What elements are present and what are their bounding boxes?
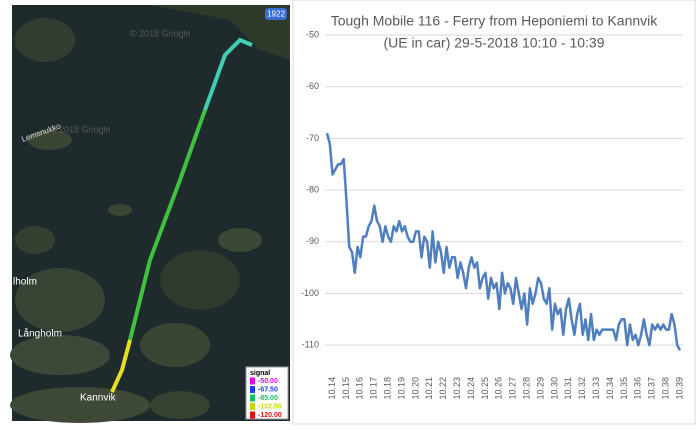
island [10,335,110,375]
y-tick-label: -50 [306,29,319,39]
map: 1922 Långholm Kannvik lholm Lemsnukko © … [10,5,290,423]
x-tick-label: 10.25 [480,377,490,400]
y-tick-label: -80 [306,184,319,194]
watermark: © 2018 Google [130,28,191,38]
place-label: Kannvik [80,393,117,404]
x-tick-label: 10.17 [369,377,379,400]
x-tick-label: 10.37 [647,377,657,400]
legend-label: -85.00 [258,395,278,402]
x-tick-label: 10.30 [549,377,559,400]
legend-swatch [250,386,255,393]
legend-title: signal [250,370,270,377]
x-tick-label: 10.38 [660,377,670,400]
legend-swatch [250,403,255,410]
island [150,391,210,419]
island [140,323,210,367]
legend-swatch [250,412,255,419]
x-tick-label: 10.29 [535,377,545,400]
x-tick-label: 10.32 [577,377,587,400]
chart-area [293,0,695,424]
x-tick-label: 10.27 [508,377,518,400]
place-label: Långholm [18,328,62,340]
y-tick-label: -110 [302,340,319,350]
x-tick-label: 10.22 [438,377,448,400]
legend-label: -67.50 [258,386,278,393]
legend: -50.00-67.50 -85.00-102.50 -120.00 [250,378,282,419]
island [218,228,262,252]
legend-swatch [250,395,255,402]
y-tick-label: -70 [306,133,319,143]
place-label: lholm [13,277,37,288]
road-badge-label: 1922 [267,10,285,19]
legend-label: -50.00 [258,378,278,385]
x-tick-label: 10.26 [494,377,504,400]
x-tick-label: 10.18 [383,377,393,400]
island [108,204,132,216]
x-tick-label: 10.34 [605,377,615,400]
x-tick-label: 10.35 [619,377,629,400]
x-tick-label: 10.24 [466,377,476,400]
x-tick-label: 10.19 [396,377,406,400]
legend-swatch [250,378,255,385]
x-tick-label: 10.39 [674,377,684,400]
x-tick-label: 10.16 [355,377,365,400]
chart-title: (UE in car) 29-5-2018 10:10 - 10:39 [383,35,604,51]
x-tick-label: 10.28 [522,377,532,400]
x-tick-label: 10.21 [424,377,434,400]
legend-label: -120.00 [258,412,282,419]
x-tick-label: 10.31 [563,377,573,400]
watermark: © 2018 Google [50,124,111,134]
x-tick-label: 10.33 [591,377,601,400]
island [15,226,55,254]
x-tick-label: 10.15 [341,377,351,400]
y-tick-label: -100 [301,288,319,298]
y-tick-label: -90 [306,236,319,246]
x-tick-label: 10.36 [633,377,643,400]
x-tick-label: 10.23 [452,377,462,400]
page: 1922 Långholm Kannvik lholm Lemsnukko © … [0,0,696,425]
island [160,250,240,310]
chart-title: Tough Mobile 116 - Ferry from Heponiemi … [331,13,659,29]
island [15,18,75,62]
y-tick-label: -60 [306,81,319,91]
legend-label: -102.50 [258,403,282,410]
x-tick-label: 10.14 [327,377,337,400]
x-tick-label: 10.20 [410,377,420,400]
